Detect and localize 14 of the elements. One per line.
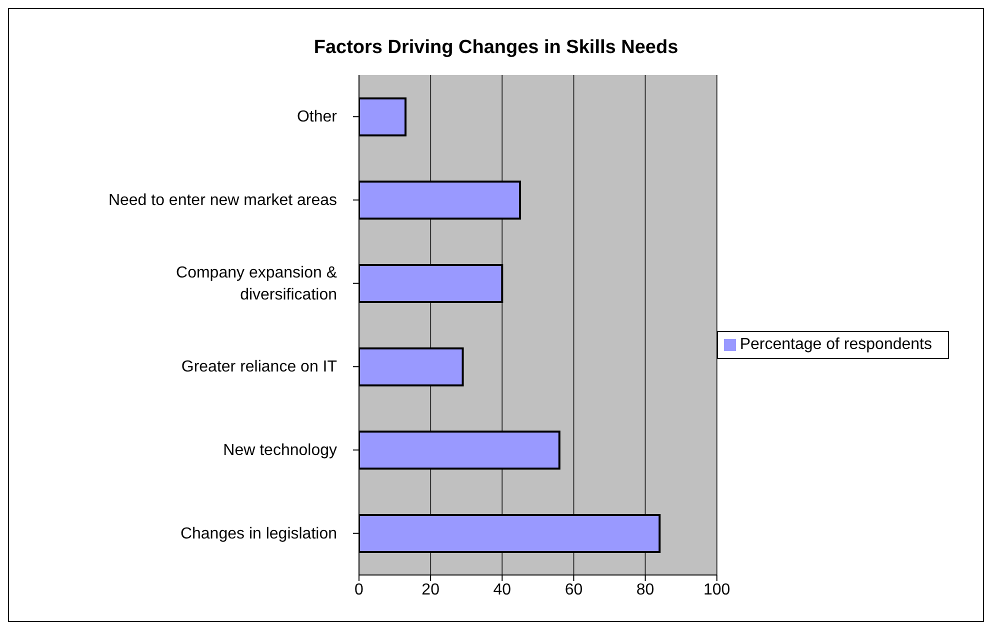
- x-tick-label: 40: [493, 581, 512, 598]
- x-tick-label: 0: [354, 581, 364, 598]
- x-tick-label: 100: [704, 581, 730, 598]
- legend-label: Percentage of respondents: [740, 336, 932, 353]
- x-tick-label: 20: [422, 581, 440, 598]
- y-tick-label: Changes in legislation: [180, 524, 337, 542]
- y-tick-label: Greater reliance on IT: [181, 358, 338, 376]
- chart-title: Factors Driving Changes in Skills Needs: [312, 37, 680, 59]
- y-tick-label: New technology: [223, 442, 337, 458]
- y-tick-label: Need to enter new market areas: [108, 192, 337, 208]
- x-tick-label: 60: [564, 581, 583, 598]
- x-tick-label: 80: [636, 581, 654, 598]
- y-tick-label: Company expansion & diversification: [176, 264, 338, 303]
- y-tick-label: Other: [296, 108, 338, 126]
